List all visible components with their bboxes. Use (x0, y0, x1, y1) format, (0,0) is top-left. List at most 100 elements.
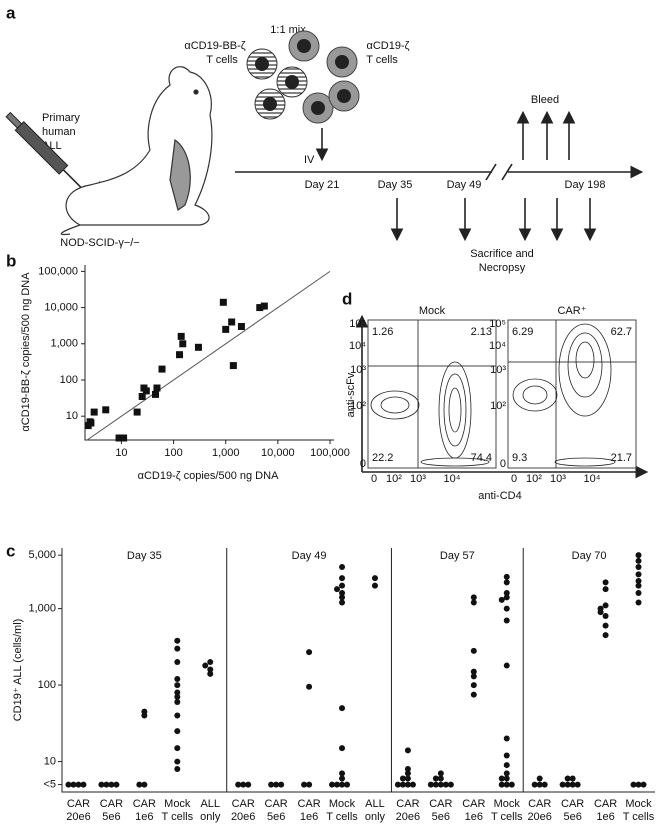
point (503, 617, 510, 624)
point (470, 668, 477, 675)
point (207, 666, 214, 673)
point (503, 762, 510, 769)
point (158, 365, 166, 373)
mouse-label: NOD-SCID-γ−/− (60, 237, 139, 249)
point (75, 781, 82, 788)
panel-label: d (342, 289, 352, 308)
point (273, 781, 280, 788)
point (87, 419, 95, 427)
contours (370, 323, 616, 467)
point (442, 781, 449, 788)
category-label: Mock (625, 798, 652, 810)
point (635, 781, 642, 788)
point (508, 781, 515, 788)
point (174, 682, 181, 689)
point (470, 682, 477, 689)
category-label: 1e6 (465, 811, 483, 823)
point (404, 765, 411, 772)
point (559, 781, 566, 788)
point (256, 304, 264, 312)
point (635, 552, 642, 559)
point (503, 594, 510, 601)
point (108, 781, 115, 788)
point (202, 662, 209, 669)
bleed-arrows (516, 110, 576, 160)
point (635, 599, 642, 606)
flow-title: Mock (419, 305, 446, 317)
sacrifice-arrows (390, 198, 597, 242)
category-label: CAR (133, 798, 156, 810)
flow-x-tick: 10³ (410, 473, 426, 485)
point (503, 573, 510, 580)
category-label: CAR (265, 798, 288, 810)
bleed-label: Bleed (531, 94, 559, 106)
point (260, 302, 268, 310)
point (219, 298, 227, 306)
day-label: Day 21 (305, 179, 340, 191)
point (427, 781, 434, 788)
point (432, 775, 439, 782)
point (339, 775, 346, 782)
point (344, 781, 351, 788)
y-axis-label: αCD19-BB-ζ copies/500 ng DNA (20, 272, 32, 432)
flow-y-tick: 10⁴ (349, 340, 366, 352)
point (136, 781, 143, 788)
category-label: CAR (232, 798, 255, 810)
point (503, 735, 510, 742)
y-tick-label: 5,000 (28, 549, 56, 561)
flow-y-tick: 0 (360, 458, 366, 470)
y-tick-label: 100 (38, 679, 56, 691)
day-label: Day 198 (565, 179, 606, 191)
point (174, 676, 181, 683)
flow-y-label: anti-scFv (345, 372, 357, 417)
point (174, 728, 181, 735)
point (503, 579, 510, 586)
point (371, 575, 378, 582)
category-label: 20e6 (527, 811, 551, 823)
point (138, 392, 146, 400)
point (240, 781, 247, 788)
point (399, 781, 406, 788)
point (640, 781, 647, 788)
point (152, 390, 160, 398)
category-label: T cells (326, 811, 358, 823)
point (268, 781, 275, 788)
point (334, 781, 341, 788)
point (503, 589, 510, 596)
flow-y-tick: 10⁴ (489, 340, 506, 352)
category-label: Mock (494, 798, 521, 810)
point (141, 712, 148, 719)
point (339, 599, 346, 606)
category-label: 5e6 (432, 811, 450, 823)
flow-y-tick: 10² (490, 400, 506, 412)
point (174, 693, 181, 700)
category-label: only (200, 811, 221, 823)
point (536, 781, 543, 788)
point (635, 563, 642, 570)
point (602, 602, 609, 609)
quadrant-value: 62.7 (611, 326, 632, 338)
point (339, 582, 346, 589)
point (447, 781, 454, 788)
point (339, 589, 346, 596)
point (399, 775, 406, 782)
flow-x-tick: 10³ (550, 473, 566, 485)
point (470, 647, 477, 654)
point (437, 781, 444, 788)
x-tick-label: 10,000 (261, 447, 295, 459)
point (602, 613, 609, 620)
point (229, 362, 237, 370)
point (176, 351, 184, 359)
point (531, 781, 538, 788)
timeline (235, 163, 644, 181)
day-label: Day 49 (447, 179, 482, 191)
axis (84, 265, 334, 441)
point (115, 434, 123, 442)
category-label: 5e6 (563, 811, 581, 823)
category-label: Mock (329, 798, 356, 810)
point (394, 781, 401, 788)
flow-axes (355, 314, 649, 479)
point (339, 563, 346, 570)
flow-x-tick: 10² (526, 473, 542, 485)
y-tick-label: 10,000 (44, 301, 78, 313)
